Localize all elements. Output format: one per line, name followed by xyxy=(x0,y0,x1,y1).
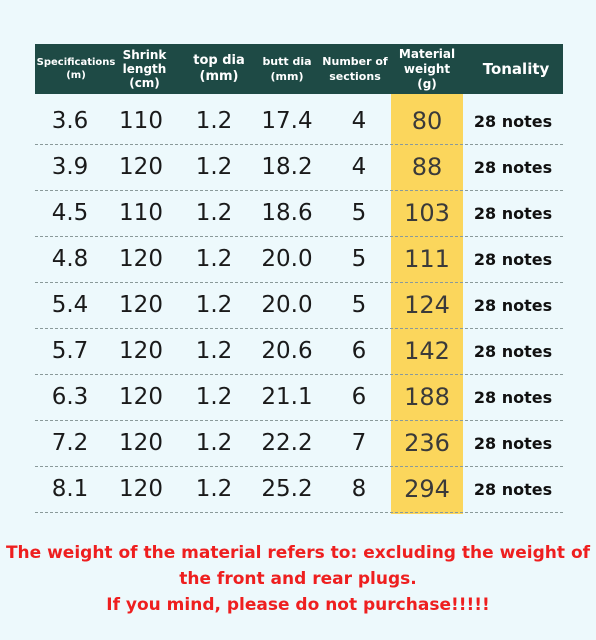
header-shrink-length: Shrink length (cm) xyxy=(122,48,167,90)
sections-cell: 5 xyxy=(351,246,367,272)
sections-cell: 5 xyxy=(351,200,367,226)
sections-cell: 8 xyxy=(351,476,367,502)
sections-cell: 5 xyxy=(351,292,367,318)
butt-dia-cell: 21.1 xyxy=(261,384,313,410)
tonality-cell: 28 notes xyxy=(473,341,553,361)
spec-cell: 4.5 xyxy=(51,200,89,226)
header-tonality: Tonality xyxy=(482,60,550,78)
shrink-length-cell: 120 xyxy=(119,476,163,502)
shrink-length-cell: 120 xyxy=(119,430,163,456)
tonality-cell: 28 notes xyxy=(473,433,553,453)
weight-cell: 103 xyxy=(404,199,450,227)
weight-cell: 124 xyxy=(404,291,450,319)
butt-dia-cell: 18.2 xyxy=(261,154,313,180)
weight-column-highlight xyxy=(391,44,463,514)
tonality-cell: 28 notes xyxy=(473,157,553,177)
top-dia-cell: 1.2 xyxy=(195,292,233,318)
shrink-length-cell: 120 xyxy=(119,246,163,272)
tonality-cell: 28 notes xyxy=(473,249,553,269)
butt-dia-cell: 25.2 xyxy=(261,476,313,502)
top-dia-cell: 1.2 xyxy=(195,200,233,226)
tonality-cell: 28 notes xyxy=(473,111,553,131)
shrink-length-cell: 110 xyxy=(119,200,163,226)
spec-cell: 6.3 xyxy=(51,384,89,410)
top-dia-cell: 1.2 xyxy=(195,430,233,456)
table-row: 4.5 110 1.2 18.6 5 103 28 notes xyxy=(35,190,563,237)
weight-cell: 88 xyxy=(411,153,443,181)
butt-dia-cell: 20.0 xyxy=(261,246,313,272)
header-material-weight: Material weight (g) xyxy=(398,46,456,91)
shrink-length-cell: 120 xyxy=(119,338,163,364)
weight-notice: The weight of the material refers to: ex… xyxy=(0,540,596,618)
spec-cell: 8.1 xyxy=(51,476,89,502)
header-number-of-sections: Number of sections xyxy=(322,55,388,83)
butt-dia-cell: 18.6 xyxy=(261,200,313,226)
weight-cell: 294 xyxy=(404,475,450,503)
top-dia-cell: 1.2 xyxy=(195,108,233,134)
spec-cell: 7.2 xyxy=(51,430,89,456)
sections-cell: 7 xyxy=(351,430,367,456)
weight-cell: 236 xyxy=(404,429,450,457)
shrink-length-cell: 120 xyxy=(119,154,163,180)
tonality-cell: 28 notes xyxy=(473,387,553,407)
table-row: 7.2 120 1.2 22.2 7 236 28 notes xyxy=(35,420,563,467)
spec-cell: 3.6 xyxy=(51,108,89,134)
top-dia-cell: 1.2 xyxy=(195,338,233,364)
sections-cell: 4 xyxy=(351,108,367,134)
sections-cell: 4 xyxy=(351,154,367,180)
notice-line-3: If you mind, please do not purchase!!!!! xyxy=(106,595,490,615)
butt-dia-cell: 22.2 xyxy=(261,430,313,456)
top-dia-cell: 1.2 xyxy=(195,246,233,272)
notice-line-1: The weight of the material refers to: ex… xyxy=(5,543,591,563)
table-row: 6.3 120 1.2 21.1 6 188 28 notes xyxy=(35,374,563,421)
header-specifications: Specifications (m) xyxy=(36,57,116,81)
shrink-length-cell: 110 xyxy=(119,108,163,134)
header-top-dia: top dia (mm) xyxy=(193,53,245,84)
weight-cell: 142 xyxy=(404,337,450,365)
table-row: 4.8 120 1.2 20.0 5 111 28 notes xyxy=(35,236,563,283)
top-dia-cell: 1.2 xyxy=(195,384,233,410)
spec-cell: 5.7 xyxy=(51,338,89,364)
shrink-length-cell: 120 xyxy=(119,384,163,410)
table-row: 3.6 110 1.2 17.4 4 80 28 notes xyxy=(35,98,563,145)
sections-cell: 6 xyxy=(351,338,367,364)
table-row: 8.1 120 1.2 25.2 8 294 28 notes xyxy=(35,466,563,513)
spec-cell: 5.4 xyxy=(51,292,89,318)
butt-dia-cell: 20.0 xyxy=(261,292,313,318)
header-butt-dia: butt dia (mm) xyxy=(262,55,312,83)
notice-line-2: the front and rear plugs. xyxy=(179,569,417,589)
tonality-cell: 28 notes xyxy=(473,295,553,315)
sections-cell: 6 xyxy=(351,384,367,410)
tonality-cell: 28 notes xyxy=(473,203,553,223)
table-row: 3.9 120 1.2 18.2 4 88 28 notes xyxy=(35,144,563,191)
butt-dia-cell: 17.4 xyxy=(261,108,313,134)
weight-cell: 80 xyxy=(411,107,443,135)
shrink-length-cell: 120 xyxy=(119,292,163,318)
butt-dia-cell: 20.6 xyxy=(261,338,313,364)
weight-cell: 188 xyxy=(404,383,450,411)
tonality-cell: 28 notes xyxy=(473,479,553,499)
top-dia-cell: 1.2 xyxy=(195,476,233,502)
spec-cell: 3.9 xyxy=(51,154,89,180)
table-row: 5.7 120 1.2 20.6 6 142 28 notes xyxy=(35,328,563,375)
table-row: 5.4 120 1.2 20.0 5 124 28 notes xyxy=(35,282,563,329)
table-header: Specifications (m) Shrink length (cm) to… xyxy=(35,44,563,94)
weight-cell: 111 xyxy=(404,245,450,273)
top-dia-cell: 1.2 xyxy=(195,154,233,180)
spec-cell: 4.8 xyxy=(51,246,89,272)
